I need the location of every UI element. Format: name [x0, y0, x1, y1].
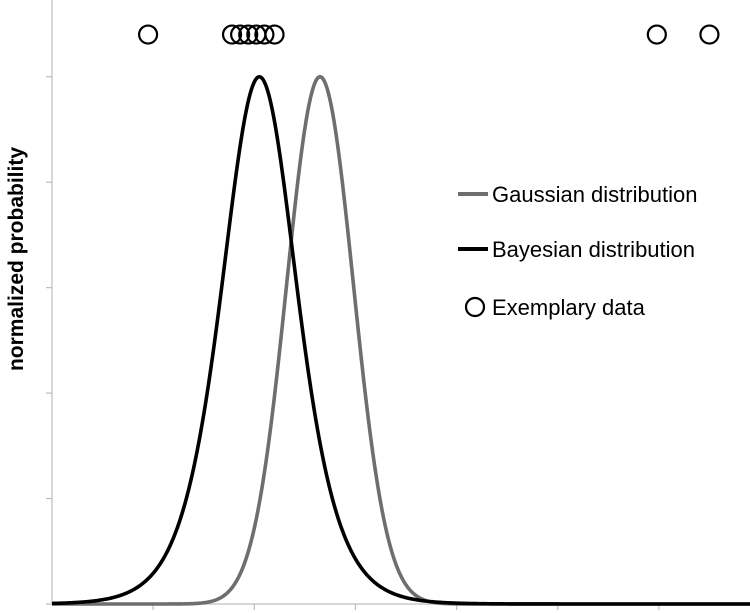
data-point-open-circle [646, 24, 667, 45]
y-axis [46, 0, 53, 605]
legend-item-exemplary-data: Exemplary data [464, 295, 646, 320]
data-point-open-circle [238, 24, 259, 45]
y-axis-ticks [46, 76, 52, 605]
legend-item-bayesian: Bayesian distribution [458, 237, 695, 262]
legend: Gaussian distribution Bayesian distribut… [458, 182, 697, 320]
data-point-open-circle [230, 24, 251, 45]
plot-area [51, 24, 750, 606]
legend-label-gaussian: Gaussian distribution [492, 182, 697, 207]
series-line-bayesian-distribution [51, 74, 750, 606]
data-point-open-circle [221, 24, 243, 45]
legend-marker-open-circle [464, 296, 486, 318]
y-axis-label: normalized probability [5, 147, 28, 371]
legend-label-exemplary-data: Exemplary data [492, 295, 646, 320]
data-point-open-circle [264, 24, 285, 45]
data-point-open-circle [137, 24, 159, 45]
data-point-open-circle [254, 24, 275, 45]
series-line-gaussian-distribution [51, 74, 750, 606]
legend-item-gaussian: Gaussian distribution [458, 182, 697, 207]
data-point-open-circle [699, 24, 720, 45]
legend-label-bayesian: Bayesian distribution [492, 237, 695, 262]
